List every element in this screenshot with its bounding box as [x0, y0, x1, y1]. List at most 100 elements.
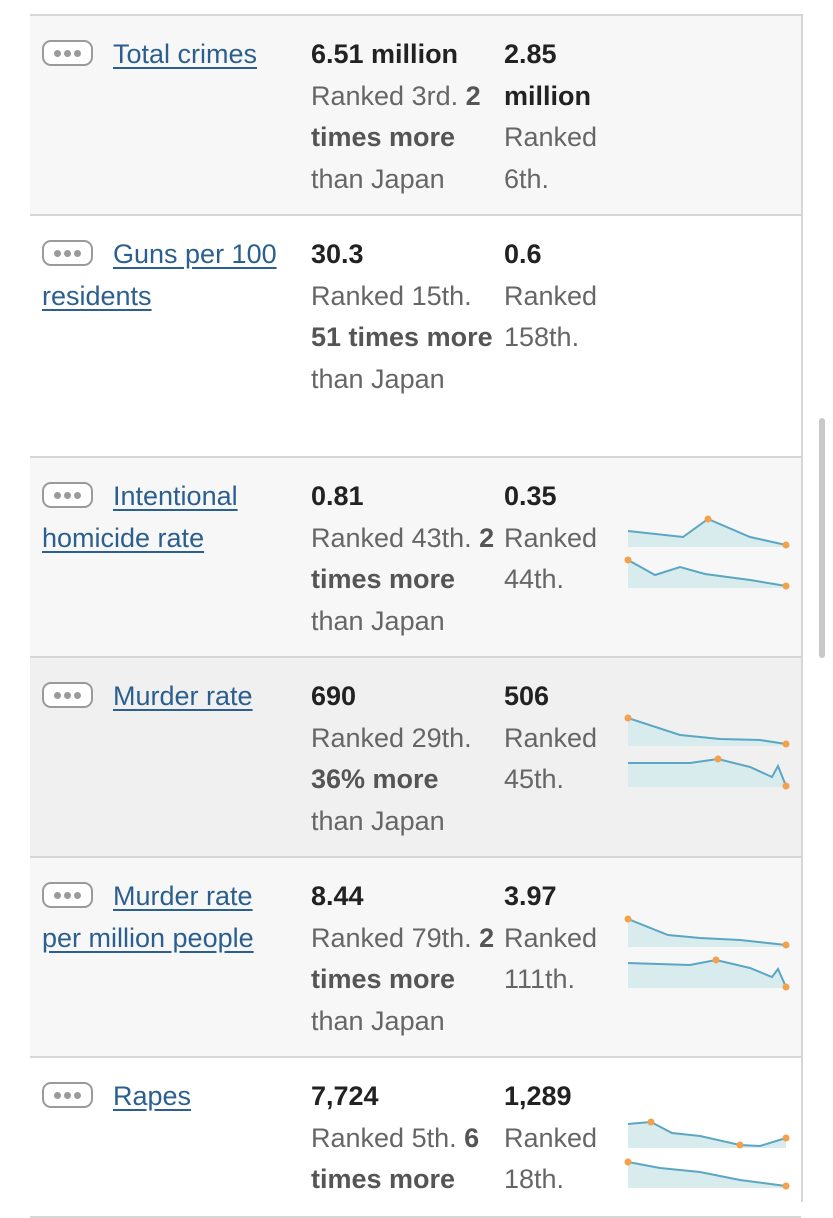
- comparison-rest: than Japan: [311, 163, 445, 194]
- sparkline-dot: [736, 1141, 744, 1149]
- rank: Ranked 44th.: [504, 522, 598, 595]
- table-row: Murder rate 690 Ranked 29th. 36% more than…: [30, 658, 801, 858]
- value: 3.97: [504, 881, 557, 911]
- comparison: 6 times more: [311, 1122, 480, 1195]
- sparkline-area: [628, 919, 786, 947]
- comparison: 2 times more: [311, 522, 495, 595]
- more-button[interactable]: [42, 882, 93, 908]
- more-button[interactable]: [42, 240, 93, 266]
- row-label: Murder rate: [42, 676, 294, 718]
- sparkline-dot: [782, 582, 790, 590]
- sparkline-dot: [647, 1118, 655, 1126]
- value: 6.51 million: [311, 39, 459, 69]
- value: 30.3: [311, 239, 364, 269]
- comparison: 2 times more: [311, 922, 495, 995]
- sparkline-dot: [782, 782, 790, 790]
- comparison-rest: than Japan: [311, 363, 445, 394]
- sparkline: [627, 717, 787, 745]
- sparkline-dot: [624, 556, 632, 564]
- more-button[interactable]: [42, 482, 93, 508]
- country-1: 690 Ranked 29th. 36% more than Japan: [311, 676, 496, 842]
- sparkline: [628, 757, 787, 787]
- sparkline: [627, 958, 787, 988]
- comparison: 36% more: [311, 764, 439, 794]
- country-2: 506 Ranked 45th.: [504, 676, 616, 801]
- rank: Ranked 158th.: [504, 280, 598, 353]
- country-1: 30.3 Ranked 15th. 51 times more than Japa…: [311, 234, 496, 400]
- more-button[interactable]: [42, 682, 93, 708]
- sparkline-dot: [782, 1134, 790, 1142]
- country-2: 0.6 Ranked 158th.: [504, 234, 616, 359]
- comparison: 2 times more: [311, 80, 481, 153]
- comparison: 51 times more: [311, 322, 493, 352]
- sparkline-dot: [624, 714, 632, 722]
- country-2: 3.97 Ranked 111th.: [504, 876, 616, 1001]
- country-2: 1,289 Ranked 18th.: [504, 1076, 616, 1201]
- label-link[interactable]: Rapes: [113, 1081, 192, 1111]
- country-2: 2.85 million Ranked 6th.: [504, 34, 616, 200]
- value: 7,724: [311, 1081, 379, 1111]
- rank: Ranked 79th.: [311, 922, 472, 953]
- rank: Ranked 15th.: [311, 280, 472, 311]
- sparkline-dot: [782, 941, 790, 949]
- row-label: Guns per 100 residents: [42, 234, 294, 317]
- rank: Ranked 43th.: [311, 522, 472, 553]
- sparkline-area: [628, 759, 786, 787]
- country-1: 8.44 Ranked 79th. 2 times more than Japan: [311, 876, 496, 1042]
- sparkline-dot: [782, 1182, 790, 1190]
- sparkline-dot: [782, 541, 790, 549]
- row-label: Rapes: [42, 1076, 294, 1118]
- scrollbar[interactable]: [819, 418, 825, 658]
- rank: Ranked 18th.: [504, 1122, 598, 1195]
- value: 690: [311, 681, 357, 711]
- value: 506: [504, 681, 550, 711]
- rank: Ranked 6th.: [504, 122, 598, 194]
- rank: Ranked 29th.: [311, 722, 472, 753]
- label-link[interactable]: Murder rate: [113, 681, 253, 711]
- value: 0.6: [504, 239, 542, 269]
- label-link[interactable]: Total crimes: [113, 39, 258, 69]
- sparkline-dot: [712, 956, 720, 964]
- rank: Ranked 5th.: [311, 1122, 457, 1153]
- value: 2.85 million: [504, 39, 591, 111]
- sparkline: [627, 918, 787, 946]
- table-row: Guns per 100 residents 30.3 Ranked 15th. 5…: [30, 216, 801, 458]
- label-link[interactable]: Murder rate per million people: [42, 881, 254, 953]
- sparkline-dot: [704, 515, 712, 523]
- rank: Ranked 45th.: [504, 722, 598, 795]
- value: 0.35: [504, 481, 557, 511]
- sparkline-area: [628, 960, 786, 988]
- value: 1,289: [504, 1081, 572, 1111]
- label-link[interactable]: Guns per 100 residents: [42, 239, 277, 311]
- table-row: Murder rate per million people 8.44 Ranked…: [30, 858, 801, 1058]
- table-row: Total crimes 6.51 million Ranked 3rd. 2 ti…: [30, 16, 801, 216]
- country-2: 0.35 Ranked 44th.: [504, 476, 616, 601]
- sparkline-area: [628, 560, 786, 588]
- sparkline: [627, 559, 787, 587]
- comparison-rest: than Japan: [311, 605, 445, 636]
- row-label: Total crimes: [42, 34, 294, 76]
- sparkline-dot: [624, 1158, 632, 1166]
- rank: Ranked 111th.: [504, 922, 598, 995]
- sparkline-dot: [782, 740, 790, 748]
- table-row: Intentional homicide rate 0.81 Ranked 43th…: [30, 458, 801, 658]
- rank: Ranked 3rd.: [311, 80, 459, 111]
- sparkline-area: [628, 718, 786, 746]
- label-link[interactable]: Intentional homicide rate: [42, 481, 238, 553]
- row-label: Murder rate per million people: [42, 876, 294, 959]
- value: 8.44: [311, 881, 364, 911]
- comparison-rest: than Japan: [311, 1005, 445, 1036]
- sparkline-area: [628, 1122, 786, 1148]
- sparkline-dot: [714, 755, 722, 763]
- country-1: 0.81 Ranked 43th. 2 times more than Japan: [311, 476, 496, 642]
- more-button[interactable]: [42, 1082, 93, 1108]
- value: 0.81: [311, 481, 364, 511]
- comparison-table: Total crimes 6.51 million Ranked 3rd. 2 ti…: [30, 14, 803, 1218]
- more-button[interactable]: [42, 40, 93, 66]
- sparkline-dot: [782, 983, 790, 991]
- sparkline-dot: [624, 915, 632, 923]
- sparkline-area: [628, 519, 786, 547]
- comparison-rest: than Japan: [311, 805, 445, 836]
